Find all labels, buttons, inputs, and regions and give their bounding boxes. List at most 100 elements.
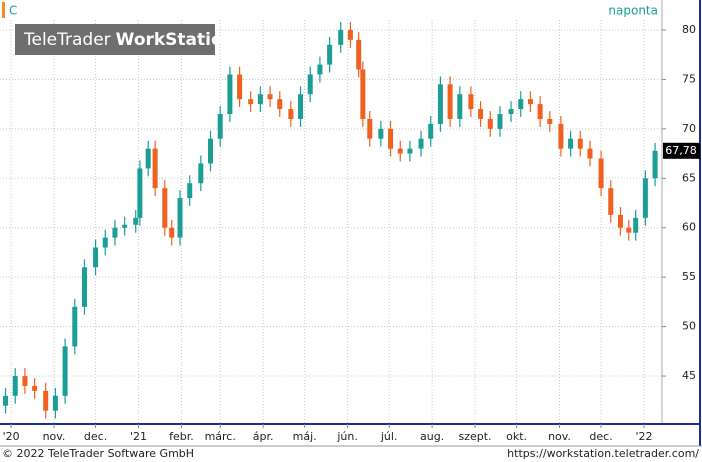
- candle-body: [367, 118, 373, 139]
- candle-body: [43, 390, 49, 411]
- candle-body: [487, 118, 493, 129]
- candle-body: [356, 39, 362, 70]
- candle-body: [307, 74, 313, 95]
- candle-body: [237, 74, 243, 100]
- candle-body: [277, 99, 283, 110]
- candle-body: [577, 138, 583, 149]
- candle-body: [162, 188, 168, 228]
- candle-body: [468, 94, 474, 110]
- x-tick-label: aug.: [420, 430, 444, 443]
- candle-body: [347, 29, 353, 40]
- candle-body: [93, 247, 99, 268]
- candle-body: [508, 109, 514, 115]
- y-tick-label: 45: [682, 369, 696, 382]
- candle-body: [248, 99, 254, 105]
- x-tick-label: jún.: [336, 430, 358, 443]
- grid: [0, 20, 662, 424]
- candle-body: [587, 148, 593, 159]
- logo-product: WorkStation: [116, 30, 235, 50]
- candle-body: [152, 148, 158, 189]
- x-tick-label: júl.: [380, 430, 398, 443]
- x-tick-label: máj.: [293, 430, 317, 443]
- logo-brand: TeleTrader: [23, 30, 111, 50]
- x-tick-label: '20: [3, 430, 20, 443]
- y-tick-label: 70: [682, 122, 696, 135]
- candle-body: [633, 217, 639, 233]
- candle-body: [497, 114, 503, 129]
- candle-body: [208, 138, 214, 164]
- candle-body: [378, 128, 384, 139]
- candle-body: [457, 94, 463, 119]
- y-tick-label: 75: [682, 72, 696, 85]
- candle-body: [137, 168, 143, 218]
- candle-body: [608, 188, 614, 215]
- y-tick-label: 65: [682, 171, 696, 184]
- candle-body: [62, 346, 68, 396]
- candle-body: [145, 148, 151, 169]
- candle-body: [298, 94, 304, 119]
- candle-body: [3, 395, 9, 406]
- x-tick-label: szept.: [458, 430, 491, 443]
- candle-body: [102, 237, 108, 248]
- candle-body: [327, 44, 333, 65]
- candle-body: [169, 227, 175, 238]
- x-tick-label: nov.: [43, 430, 66, 443]
- y-tick-label: 55: [682, 270, 696, 283]
- candle-body: [388, 128, 394, 149]
- candle-body: [418, 138, 424, 149]
- x-tick-label: '22: [635, 430, 652, 443]
- candle-body: [617, 214, 623, 228]
- candle-body: [397, 148, 403, 154]
- candle-body: [22, 376, 28, 386]
- candle-body: [187, 183, 193, 199]
- candle-body: [72, 306, 78, 347]
- candle-body: [626, 227, 632, 233]
- candle-body: [217, 114, 223, 139]
- candle-body: [428, 123, 434, 139]
- candle-body: [652, 150, 658, 179]
- candle-body: [547, 118, 553, 124]
- x-tick-label: '21: [130, 430, 147, 443]
- candle-body: [537, 104, 543, 119]
- candle-body: [12, 376, 18, 396]
- candle-body: [112, 227, 118, 238]
- interval: naponta: [608, 4, 658, 18]
- y-tick-label: 80: [682, 23, 696, 36]
- candle-body: [478, 109, 484, 119]
- x-tick-label: okt.: [506, 430, 527, 443]
- copyright: © 2022 TeleTrader Software GmbH: [2, 447, 194, 460]
- candles: [3, 22, 658, 419]
- candle-body: [447, 84, 453, 119]
- candle-body: [288, 109, 294, 119]
- y-tick-label: 60: [682, 221, 696, 234]
- candle-body: [32, 385, 38, 391]
- candle-body: [81, 267, 87, 307]
- last-price-box: [663, 142, 700, 159]
- url: https://workstation.teletrader.com/: [507, 447, 699, 460]
- logo-box: [15, 24, 215, 55]
- candle-body: [198, 163, 204, 184]
- candle-body: [360, 69, 366, 119]
- candle-body: [598, 158, 604, 189]
- logo: TeleTrader WorkStation: [23, 30, 235, 50]
- last-price-label: 67,78: [665, 144, 697, 157]
- x-tick-label: febr.: [169, 430, 194, 443]
- x-tick-label: dec.: [84, 430, 107, 443]
- candle-body: [437, 84, 443, 124]
- candle-body: [568, 138, 574, 149]
- candle-body: [122, 224, 128, 228]
- y-tick-label: 50: [682, 320, 696, 333]
- candle-body: [338, 29, 344, 45]
- x-tick-label: márc.: [205, 430, 236, 443]
- candle-body: [52, 395, 58, 411]
- candle-body: [133, 217, 139, 225]
- candle-body: [558, 123, 564, 149]
- candle-body: [227, 74, 233, 115]
- candle-body: [177, 198, 183, 238]
- candle-body: [407, 148, 413, 154]
- candle-body: [257, 94, 263, 105]
- candle-body: [527, 99, 533, 105]
- x-tick-label: nov.: [548, 430, 571, 443]
- x-tick-label: dec.: [589, 430, 612, 443]
